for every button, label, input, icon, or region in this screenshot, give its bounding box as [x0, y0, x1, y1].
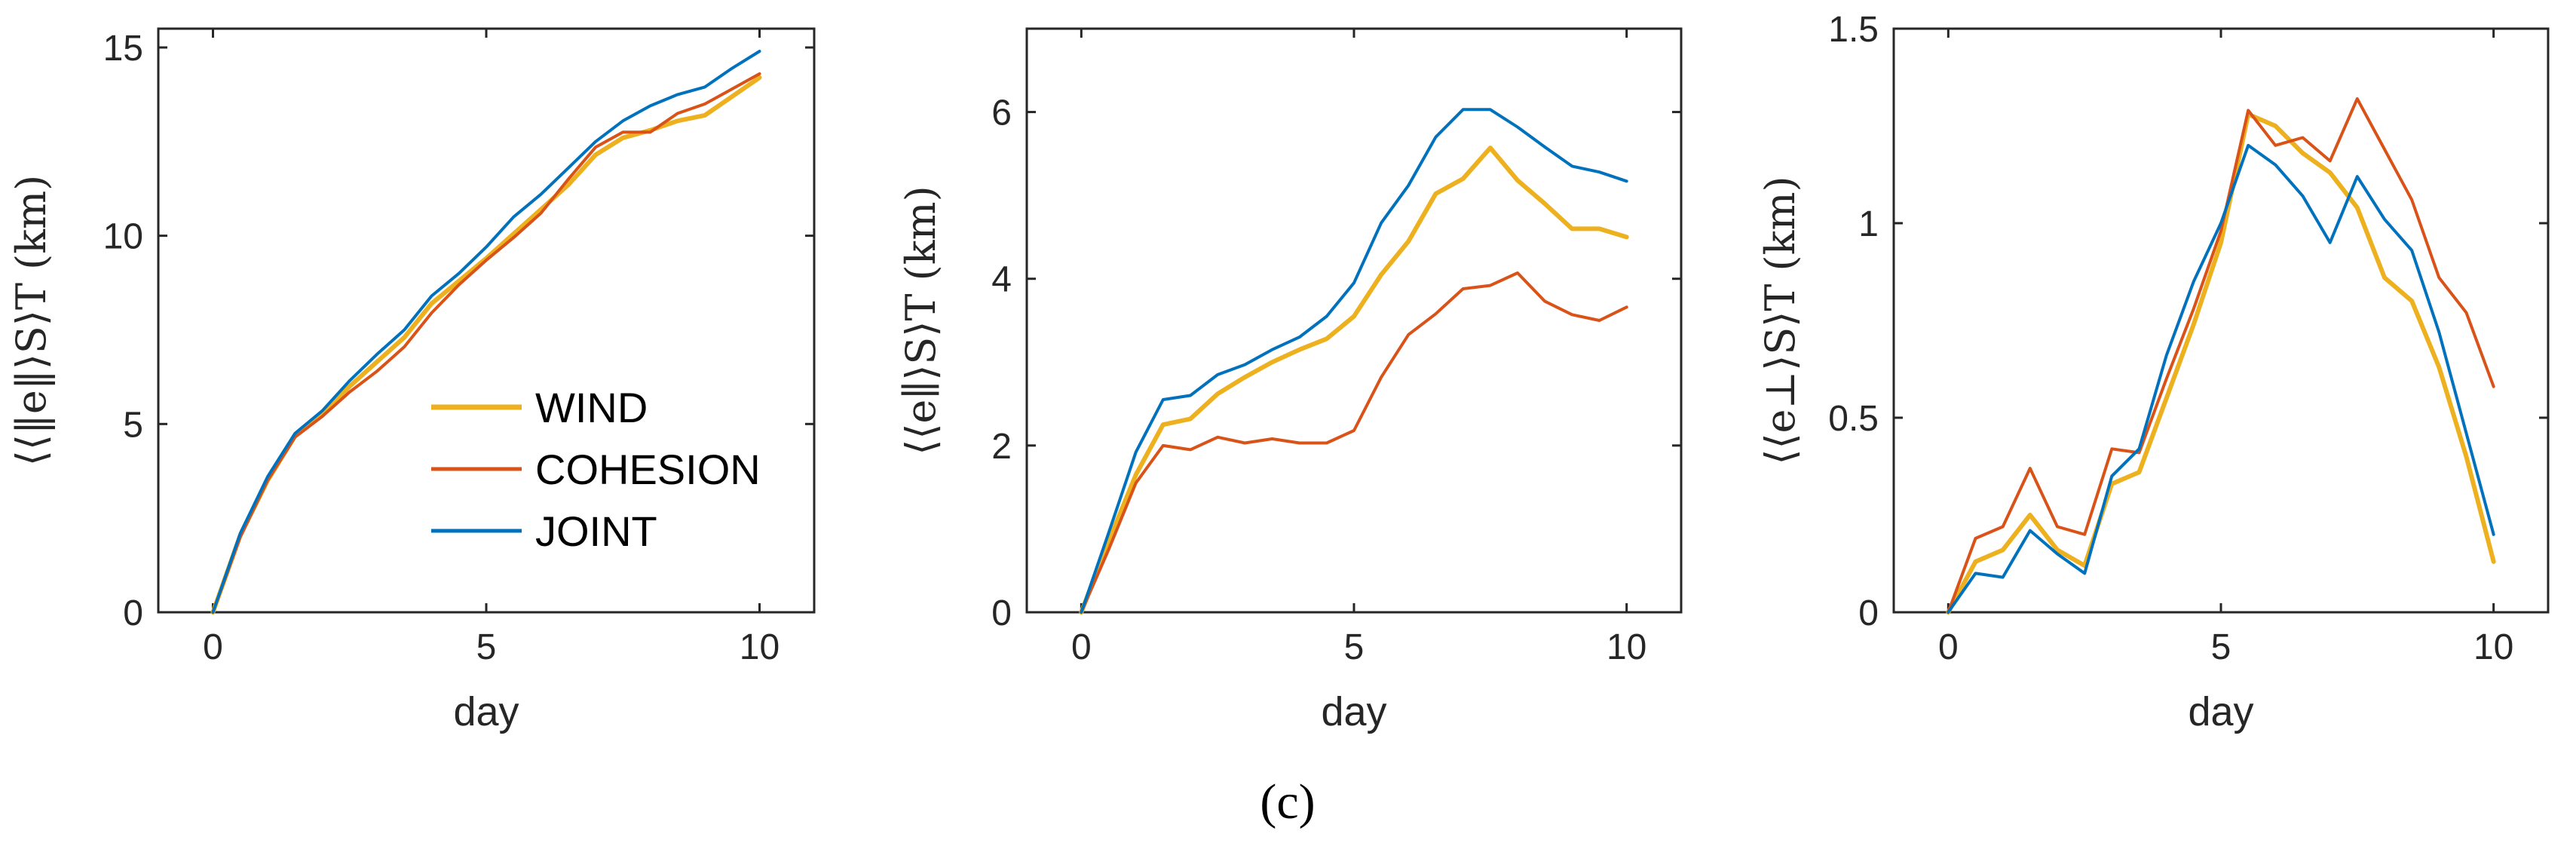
series-line-joint	[1947, 143, 2495, 614]
x-tick-label: 5	[1344, 627, 1365, 667]
x-tick-label: 5	[476, 627, 497, 667]
y-tick-label: 0	[123, 593, 143, 633]
y-tick-label: 1.5	[1828, 10, 1879, 50]
series-line-joint	[211, 50, 761, 614]
y-tick-label: 15	[103, 29, 143, 69]
y-tick-label: 2	[991, 427, 1012, 467]
x-axis-label: day	[1321, 689, 1386, 734]
series-line-joint	[1080, 108, 1628, 614]
series-line-cohesion	[1947, 97, 2495, 614]
x-tick-label: 0	[203, 627, 223, 667]
y-axis-label: ⟨⟨e∥⟩S⟩T (km)	[897, 185, 945, 455]
panel-right: 0 5 10 0 0.5 1 1.5 day ⟨⟨e⊥⟩S⟩T (km)	[1757, 10, 2550, 734]
panel-left: 0 5 10 0 5 10 15 day ⟨⟨‖e‖⟩S⟩T (km)	[8, 27, 816, 734]
legend-label-wind: WIND	[535, 384, 648, 431]
legend-label-joint: JOINT	[535, 507, 657, 555]
x-axis-label: day	[453, 689, 519, 734]
axes-box	[1025, 27, 1683, 614]
series-line-cohesion	[1080, 271, 1628, 614]
x-tick-label: 10	[2473, 627, 2513, 667]
series-line-wind	[1946, 112, 2496, 615]
y-tick-label: 0	[991, 593, 1012, 633]
y-tick-label: 0	[1858, 593, 1879, 633]
x-tick-label: 10	[1607, 627, 1646, 667]
x-tick-label: 0	[1938, 627, 1959, 667]
y-tick-label: 5	[123, 405, 143, 445]
x-tick-label: 5	[2211, 627, 2231, 667]
x-axis-label: day	[2188, 689, 2253, 734]
legend-label-cohesion: COHESION	[535, 446, 761, 493]
y-axis-label: ⟨⟨‖e‖⟩S⟩T (km)	[8, 175, 55, 466]
y-tick-label: 1	[1858, 204, 1879, 244]
axes-box	[1892, 27, 2550, 614]
series-line-wind	[1079, 146, 1629, 615]
legend: WIND COHESION JOINT	[422, 375, 799, 572]
series-line-cohesion	[211, 72, 761, 614]
y-tick-label: 6	[991, 93, 1012, 133]
y-tick-label: 0.5	[1828, 399, 1879, 439]
x-tick-label: 0	[1071, 627, 1092, 667]
y-axis-label: ⟨⟨e⊥⟩S⟩T (km)	[1757, 176, 1804, 464]
figure-caption: (c)	[1260, 774, 1315, 829]
y-tick-label: 10	[103, 217, 143, 257]
panel-middle: 0 5 10 0 2 4 6 day ⟨⟨e∥⟩S⟩T (km)	[897, 27, 1683, 734]
x-tick-label: 10	[740, 627, 780, 667]
y-tick-label: 4	[991, 260, 1012, 300]
